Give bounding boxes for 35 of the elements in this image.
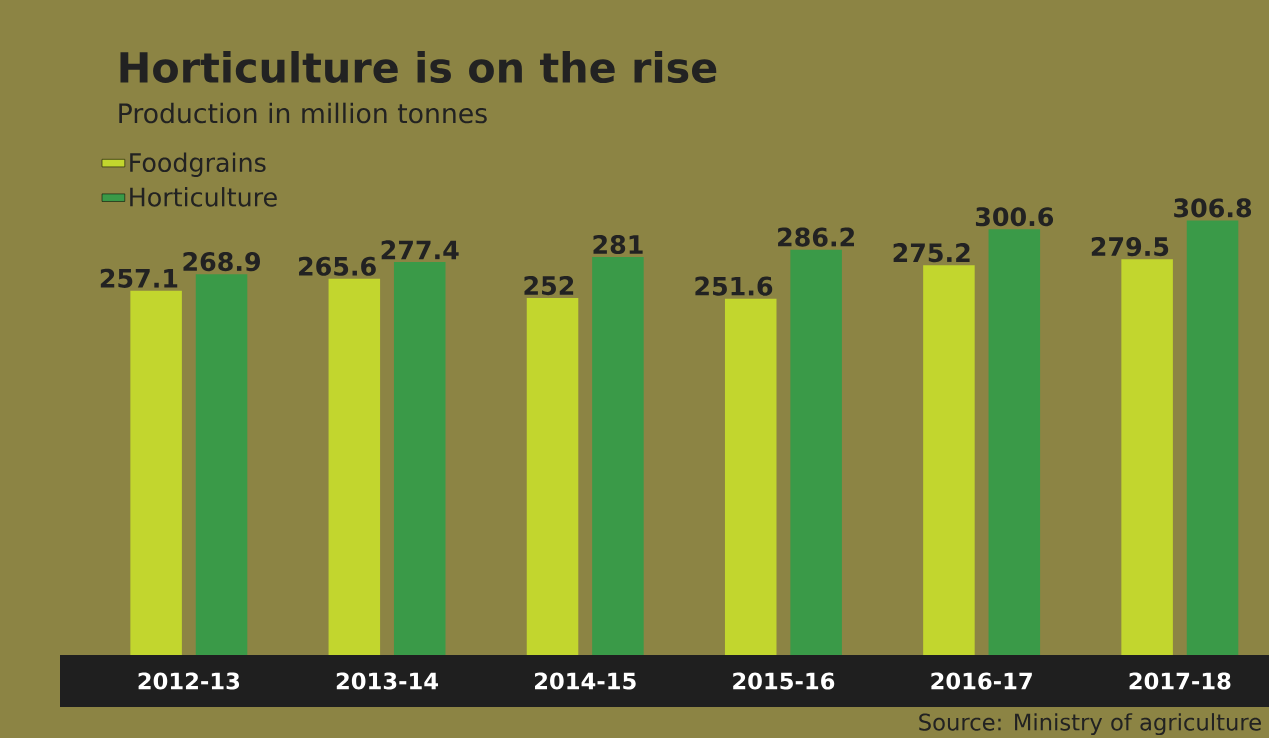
chart-subtitle: Production in million tonnes	[119, 102, 487, 124]
data-label: 277.4	[381, 240, 459, 260]
legend-label: Foodgrains	[130, 152, 266, 177]
data-label: 279.5	[1091, 237, 1169, 257]
data-label: 286.2	[778, 227, 854, 247]
chart-title: Horticulture is on the rise	[120, 51, 717, 83]
data-label: 265.6	[299, 256, 376, 276]
bar	[328, 278, 381, 656]
data-label: 268.9	[183, 252, 260, 272]
x-tick-label: 2012-13	[138, 672, 240, 690]
legend-label: Horticulture	[130, 187, 277, 207]
data-label: 281	[593, 234, 643, 255]
source-note: Source: Ministry of agriculture	[919, 713, 1261, 736]
bar	[393, 262, 446, 656]
data-label: 257.1	[100, 268, 178, 288]
bar	[923, 265, 975, 656]
bar	[592, 257, 644, 656]
bar	[526, 298, 579, 656]
data-label: 306.8	[1174, 198, 1252, 218]
data-label: 300.6	[975, 207, 1054, 227]
data-label: 252	[524, 275, 574, 296]
data-label: 251.6	[695, 276, 773, 296]
data-label: 275.2	[893, 243, 970, 263]
x-tick-label: 2017-18	[1129, 672, 1231, 690]
bar	[724, 298, 777, 656]
x-tick-label: 2015-16	[733, 672, 835, 690]
x-tick-label: 2014-15	[535, 672, 636, 690]
bar	[790, 249, 842, 656]
x-tick-label: 2016-17	[931, 672, 1032, 690]
x-tick-label: 2013-14	[336, 672, 439, 690]
bar	[130, 290, 182, 656]
bar	[1121, 259, 1173, 656]
bar	[195, 274, 248, 656]
bar	[1186, 220, 1239, 656]
bar	[988, 229, 1041, 656]
